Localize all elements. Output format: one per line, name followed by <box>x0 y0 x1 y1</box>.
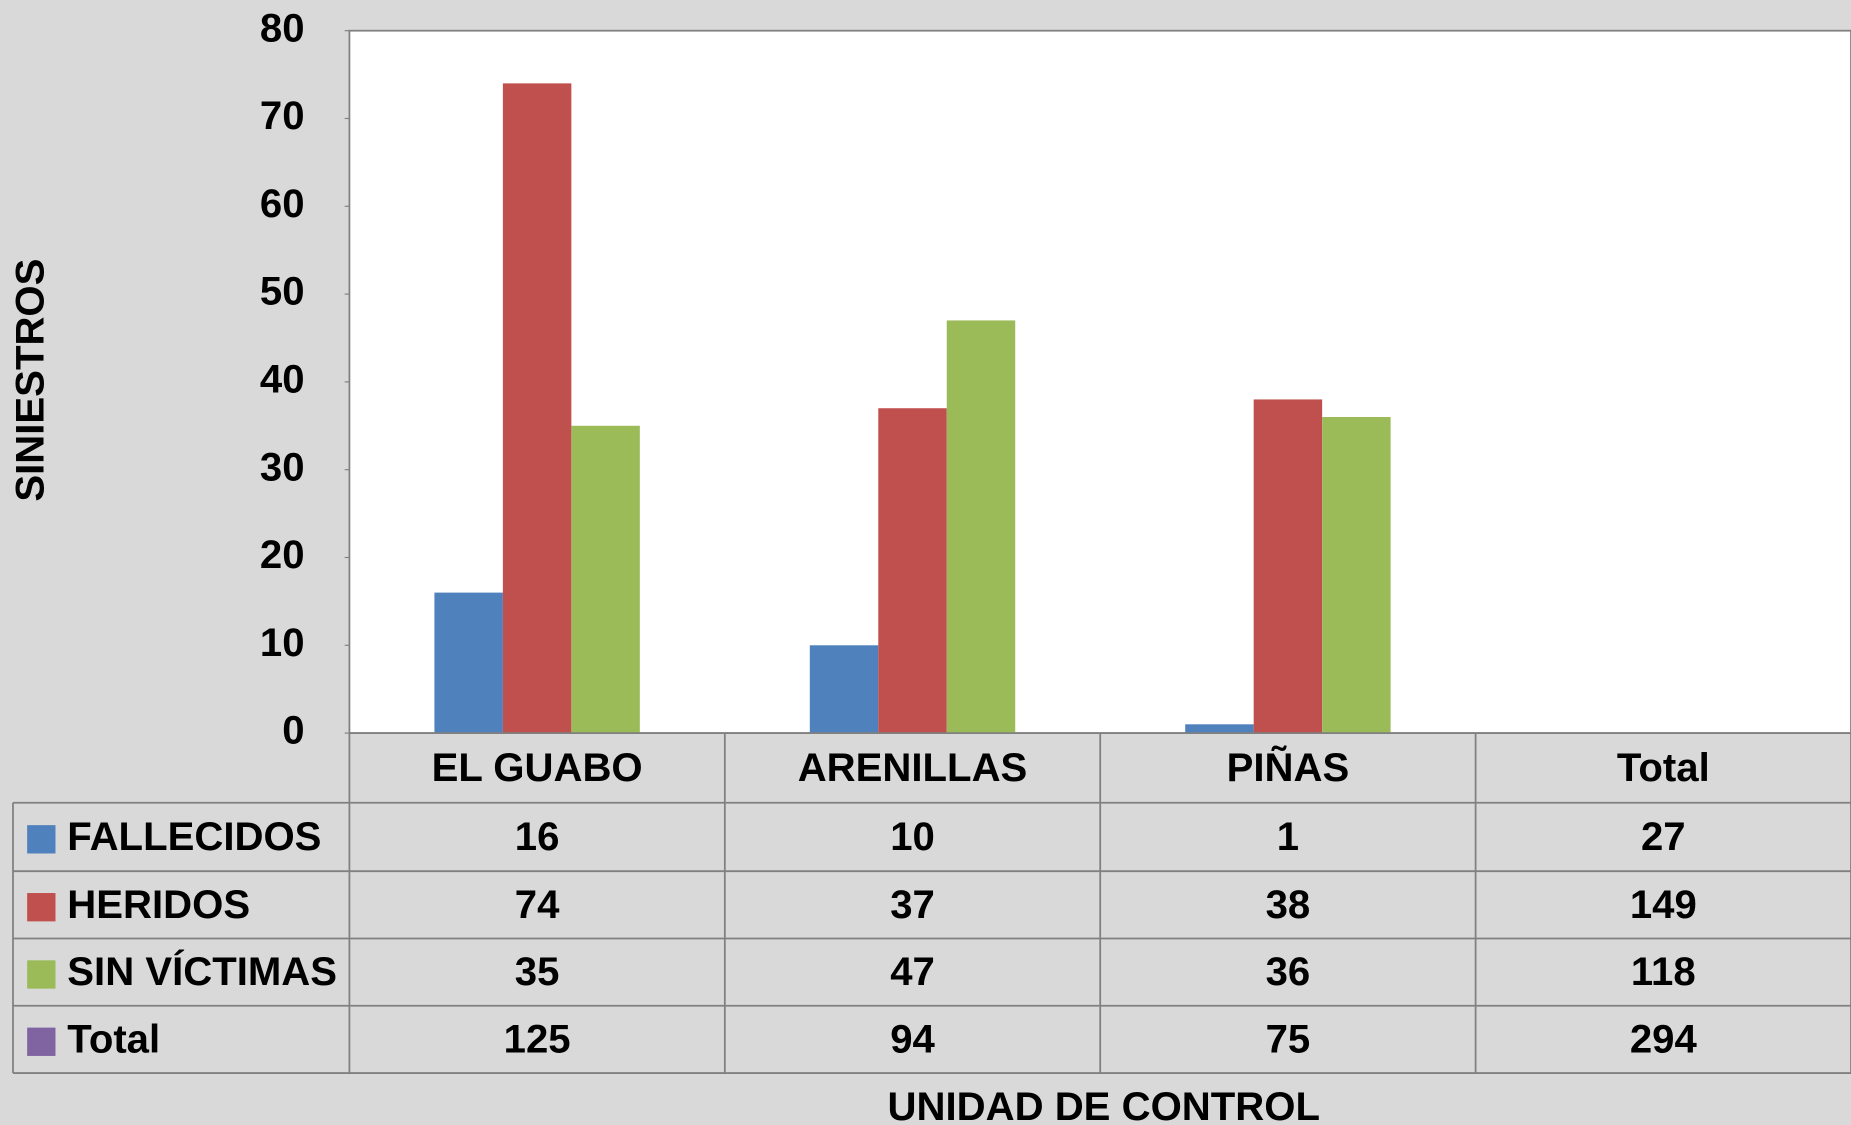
legend-swatch <box>27 825 56 854</box>
y-tick-label: 10 <box>260 620 305 665</box>
y-tick-label: 30 <box>260 444 305 489</box>
table-value: 10 <box>890 814 935 859</box>
table-value: 37 <box>890 882 935 927</box>
table-value: 75 <box>1266 1016 1311 1061</box>
table-value: 149 <box>1630 882 1697 927</box>
table-value: 36 <box>1266 949 1311 994</box>
table-value: 1 <box>1277 814 1299 859</box>
x-axis-title: UNIDAD DE CONTROL <box>888 1084 1320 1125</box>
y-tick-label: 0 <box>282 708 304 753</box>
legend-label: SIN VÍCTIMAS <box>67 949 337 994</box>
legend-label: FALLECIDOS <box>67 814 321 859</box>
y-tick-label: 60 <box>260 181 305 226</box>
y-tick-label: 40 <box>260 356 305 401</box>
x-tick-label: Total <box>1617 745 1710 790</box>
legend-label: Total <box>67 1016 160 1061</box>
table-value: 118 <box>1631 949 1696 994</box>
bar <box>502 83 572 734</box>
y-axis-title: SINIESTROS <box>8 259 53 502</box>
table-value: 74 <box>515 882 560 927</box>
table-value: 47 <box>890 949 935 994</box>
bar <box>1185 724 1254 734</box>
y-tick-label: 20 <box>260 532 305 577</box>
table-value: 294 <box>1630 1016 1698 1061</box>
table-value: 35 <box>515 949 560 994</box>
table-value: 38 <box>1266 882 1311 927</box>
legend-swatch <box>27 1027 56 1056</box>
bar <box>571 425 640 734</box>
legend-label: HERIDOS <box>67 882 250 927</box>
legend-swatch <box>27 960 56 989</box>
table-value: 94 <box>890 1016 935 1061</box>
table-value: 125 <box>504 1016 571 1061</box>
y-tick-label: 80 <box>260 5 305 50</box>
bar <box>946 320 1016 734</box>
legend-swatch <box>27 893 56 922</box>
bar <box>434 592 503 734</box>
table-value: 27 <box>1641 814 1686 859</box>
y-tick-label: 50 <box>260 269 305 314</box>
bar <box>878 408 947 734</box>
bar <box>1322 417 1391 734</box>
table-value: 16 <box>515 814 560 859</box>
bar <box>1253 399 1323 734</box>
x-tick-label: PIÑAS <box>1227 744 1350 790</box>
x-tick-label: ARENILLAS <box>798 745 1028 790</box>
x-tick-label: EL GUABO <box>432 745 643 790</box>
bar <box>809 645 879 734</box>
y-tick-label: 70 <box>260 93 305 138</box>
